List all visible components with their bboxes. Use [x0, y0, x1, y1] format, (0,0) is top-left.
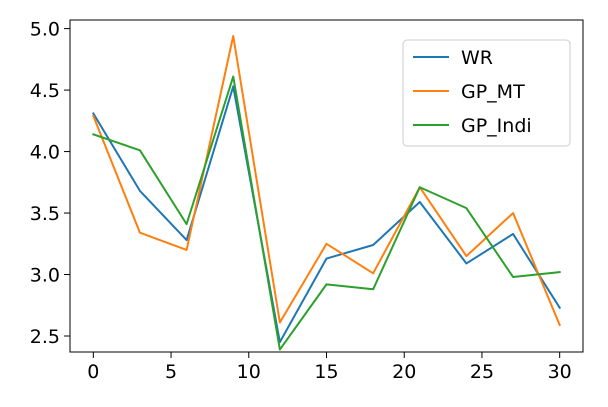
y-axis: 2.5 3.0 3.5 4.0 4.5 5.0	[30, 19, 70, 348]
plot-lines	[91, 34, 562, 351]
y-tick-label: 4.0	[30, 142, 60, 164]
legend-label: GP_Indi	[461, 115, 532, 137]
series-line-gp-mt	[92, 34, 561, 327]
series-line-wr	[91, 85, 562, 344]
series-line-gp-indi	[92, 75, 561, 351]
x-tick-label: 20	[392, 361, 416, 383]
x-axis: 0 5 10 15 20 25 30	[87, 352, 572, 383]
legend: WR GP_MT GP_Indi	[402, 39, 571, 147]
y-tick-label: 4.5	[30, 80, 60, 102]
x-tick-label: 5	[165, 361, 177, 383]
y-tick-label: 3.5	[30, 203, 60, 225]
x-tick-label: 15	[314, 361, 338, 383]
legend-box	[402, 39, 571, 147]
x-tick-label: 30	[548, 361, 572, 383]
x-tick-label: 10	[237, 361, 261, 383]
legend-label: WR	[461, 47, 493, 69]
x-tick-label: 0	[87, 361, 99, 383]
y-tick-label: 3.0	[30, 265, 60, 287]
y-tick-label: 5.0	[30, 19, 60, 41]
legend-label: GP_MT	[461, 81, 525, 103]
x-tick-label: 25	[470, 361, 494, 383]
y-tick-label: 2.5	[30, 326, 60, 348]
